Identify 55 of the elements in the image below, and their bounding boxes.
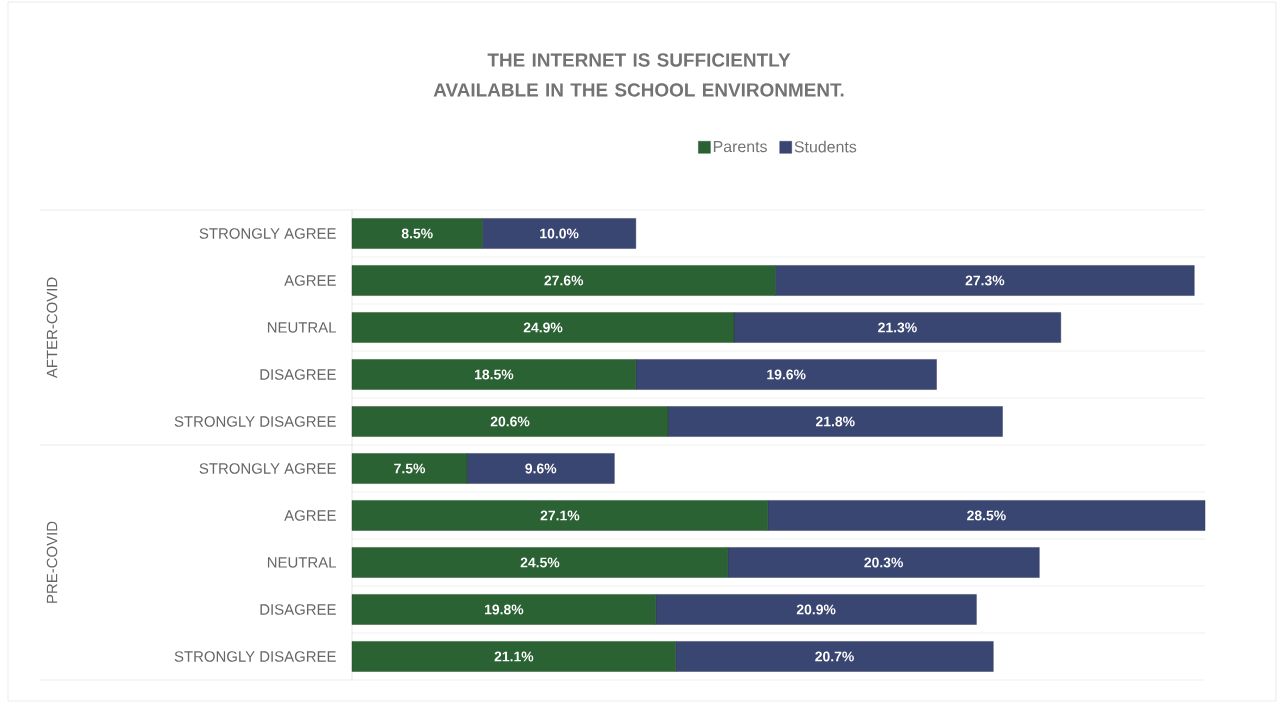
bar xyxy=(351,641,676,672)
bar xyxy=(775,265,1195,296)
data-label: 27.1% xyxy=(540,510,580,521)
data-label: 20.3% xyxy=(864,557,904,568)
data-label: 20.7% xyxy=(815,651,854,662)
y-tick-label: STRONGLY DISAGREE xyxy=(174,416,336,427)
bar xyxy=(667,406,1003,437)
bar xyxy=(351,406,669,437)
data-label: 21.8% xyxy=(815,416,855,427)
y-tick-label: STRONGLY AGREE xyxy=(199,228,336,239)
bar xyxy=(466,453,615,484)
data-label: 20.9% xyxy=(796,604,836,615)
y-tick-label: NEUTRAL xyxy=(267,322,336,333)
y-tick-label: DISAGREE xyxy=(260,604,336,615)
data-label: 19.8% xyxy=(485,604,524,615)
y-tick-label: DISAGREE xyxy=(260,369,336,380)
bar xyxy=(351,547,729,578)
data-label: 10.0% xyxy=(540,228,579,239)
chart-title: THE INTERNET IS SUFFICIENTLY AVAILABLE IN THE SCHOOL ENVIRONMENT. xyxy=(433,53,844,97)
data-label: 18.5% xyxy=(475,369,514,380)
data-label: 28.5% xyxy=(967,510,1006,521)
data-label: 24.9% xyxy=(523,322,563,333)
bar xyxy=(351,359,637,390)
bar xyxy=(675,641,994,672)
bar xyxy=(351,312,735,343)
y-tick-label: STRONGLY DISAGREE xyxy=(174,651,336,662)
y-tick-label: AGREE xyxy=(284,275,336,286)
bar xyxy=(482,218,637,249)
bar xyxy=(351,594,656,625)
data-label: 27.6% xyxy=(544,275,584,286)
y-tick-label: NEUTRAL xyxy=(267,557,336,568)
data-label: 9.6% xyxy=(525,463,557,474)
bar xyxy=(655,594,977,625)
legend-label: Students xyxy=(794,140,857,153)
text: PRE-COVID xyxy=(46,521,58,603)
bar xyxy=(351,218,483,249)
y-tick-label: AGREE xyxy=(284,510,336,521)
data-label: 7.5% xyxy=(394,463,426,474)
text: AFTER-COVID xyxy=(46,277,58,379)
bar xyxy=(727,547,1040,578)
legend-label: Parents xyxy=(713,141,767,153)
data-label: 27.3% xyxy=(965,275,1005,286)
bar xyxy=(351,453,468,484)
data-label: 19.6% xyxy=(767,369,806,380)
data-label: 24.5% xyxy=(520,557,560,568)
bar xyxy=(351,265,776,296)
data-label: 20.6% xyxy=(490,416,530,427)
bar xyxy=(351,500,768,531)
bar xyxy=(733,312,1061,343)
data-label: 8.5% xyxy=(401,228,433,239)
bar xyxy=(767,500,1206,531)
bar xyxy=(635,359,937,390)
data-label: 21.1% xyxy=(494,651,534,662)
data-label: 21.3% xyxy=(878,322,917,333)
y-tick-label: STRONGLY AGREE xyxy=(199,463,336,474)
